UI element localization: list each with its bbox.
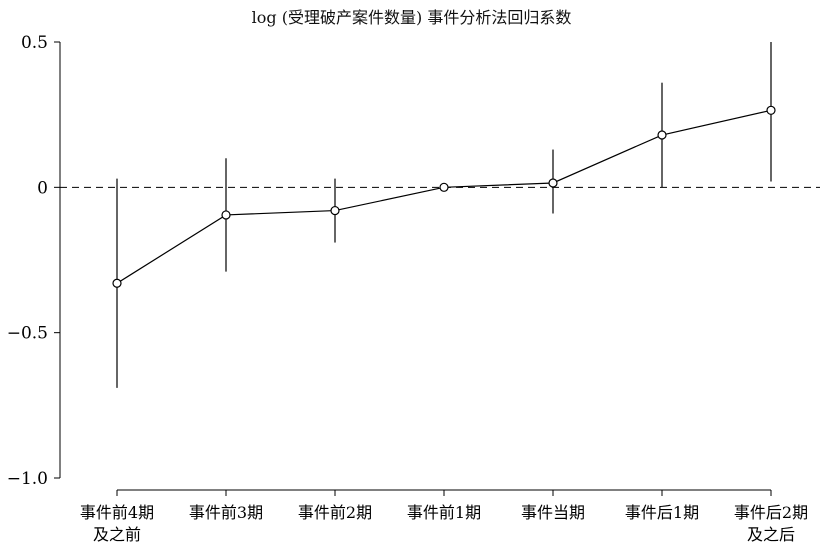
x-tick-label-line: 及之前 bbox=[93, 525, 141, 544]
data-point bbox=[766, 105, 776, 115]
x-tick-label-line: 事件前1期 bbox=[407, 503, 481, 522]
x-tick-label: 事件前2期 bbox=[298, 503, 372, 522]
chart-title: log (受理破产案件数量) 事件分析法回归系数 bbox=[251, 8, 572, 27]
data-point bbox=[439, 182, 449, 192]
series-line bbox=[116, 109, 772, 284]
data-point bbox=[221, 210, 231, 220]
y-tick-label: 0.5 bbox=[21, 33, 48, 53]
x-tick-label-line: 事件前4期 bbox=[80, 503, 154, 522]
data-point bbox=[548, 178, 558, 188]
x-tick-label: 事件前4期及之前 bbox=[80, 503, 154, 544]
x-tick-label: 事件当期 bbox=[521, 503, 585, 522]
x-tick-label-line: 及之后 bbox=[747, 525, 795, 544]
data-point bbox=[112, 278, 122, 288]
x-tick-label: 事件后2期及之后 bbox=[734, 503, 808, 544]
x-tick-label-line: 事件当期 bbox=[521, 503, 585, 522]
x-tick-label: 事件后1期 bbox=[625, 503, 699, 522]
chart-marks bbox=[60, 42, 820, 388]
axes: 0.5 0 −0.5 −1.0 事件前4期及之前 事件前3期 事件前2期 事件前1期 事件当期 事… bbox=[7, 33, 808, 544]
data-point bbox=[657, 130, 667, 140]
y-tick-label: 0 bbox=[37, 178, 48, 198]
x-tick-label-line: 事件前3期 bbox=[189, 503, 263, 522]
y-tick-label: −0.5 bbox=[7, 324, 48, 344]
x-tick-label-line: 事件前2期 bbox=[298, 503, 372, 522]
x-tick-label: 事件前3期 bbox=[189, 503, 263, 522]
x-tick-label: 事件前1期 bbox=[407, 503, 481, 522]
x-tick-label-line: 事件后1期 bbox=[625, 503, 699, 522]
data-point bbox=[330, 205, 340, 216]
y-tick-label: −1.0 bbox=[7, 469, 48, 489]
x-tick-label-line: 事件后2期 bbox=[734, 503, 808, 522]
